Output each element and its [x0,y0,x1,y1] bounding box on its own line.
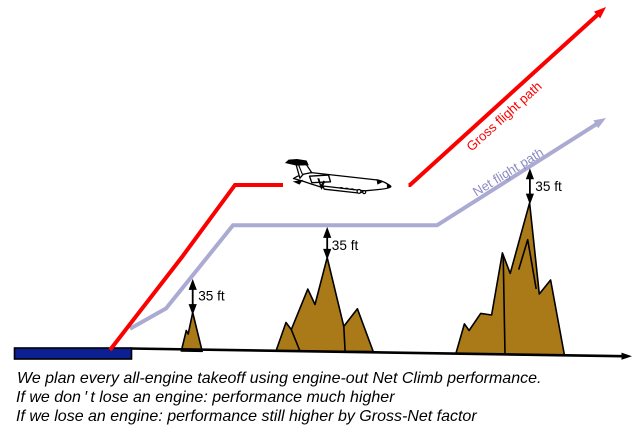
svg-text:35 ft: 35 ft [535,179,562,194]
svg-text:35 ft: 35 ft [332,238,359,253]
svg-text:35 ft: 35 ft [198,289,225,304]
svg-text:Gross flight path: Gross flight path [463,79,544,155]
